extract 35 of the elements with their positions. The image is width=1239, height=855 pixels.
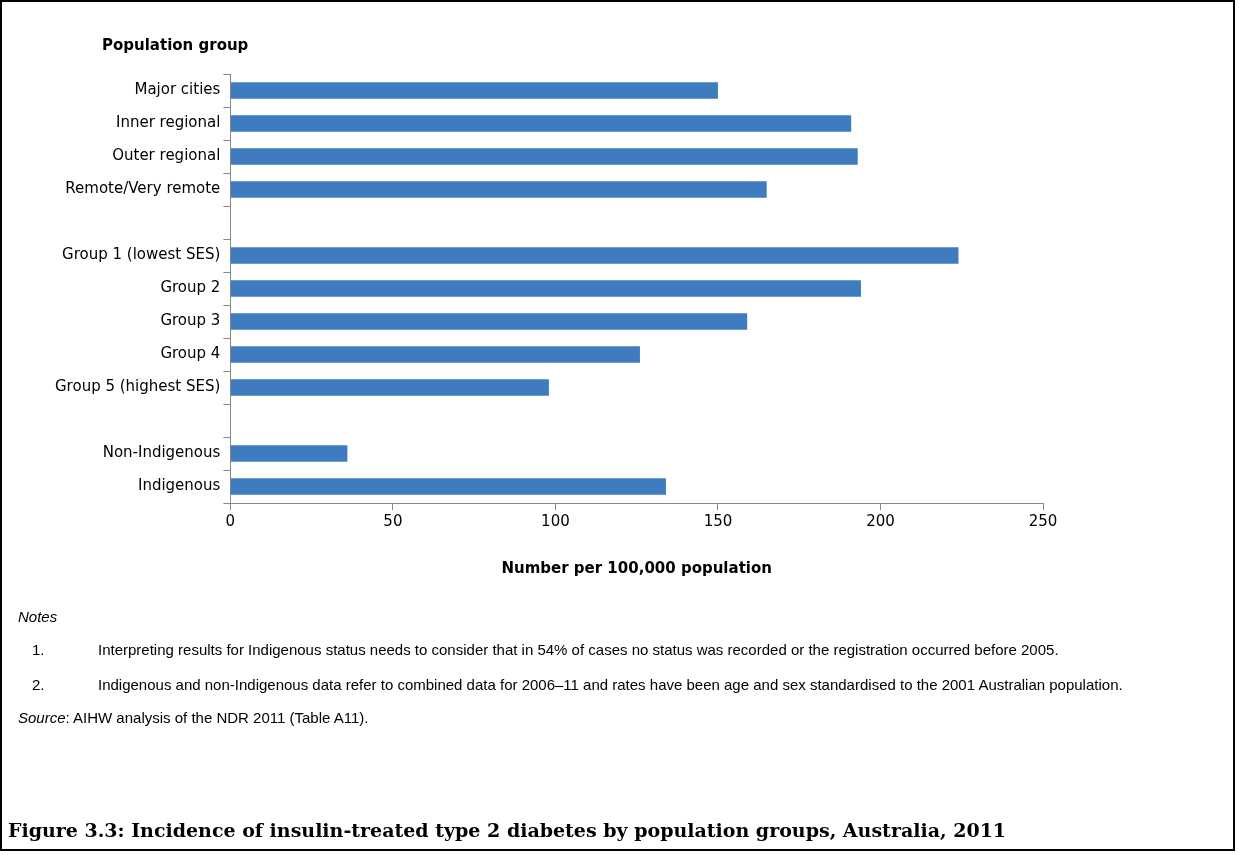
y-tick-label: Group 1 (lowest SES) [62, 245, 221, 264]
bar [230, 181, 767, 198]
bar [230, 313, 748, 330]
bar [230, 148, 858, 165]
x-axis-title: Number per 100,000 population [501, 558, 772, 577]
bar [230, 82, 718, 99]
x-tick-label: 200 [866, 511, 895, 530]
bar [230, 115, 852, 132]
bar [230, 478, 666, 495]
y-tick-label: Group 5 (highest SES) [54, 377, 221, 396]
y-tick-label: Group 2 [160, 278, 221, 297]
y-axis-title: Population group [102, 36, 249, 54]
bar [230, 280, 861, 297]
y-tick-label: Group 3 [160, 311, 221, 330]
text: Notes [18, 608, 58, 625]
bar [230, 346, 640, 363]
x-tick-label: 250 [1028, 511, 1058, 530]
text: 1. Interpreting results for Indigenous status needs to consider that in 54% of cases no status was recorded or the registration occurred before 2005. [32, 641, 1059, 658]
x-tick-label: 150 [703, 511, 733, 530]
text: 2. Indigenous and non-Indigenous data refer to combined data for 2006–11 and rates have been age and sex standardised to the 2001 Australian population. [32, 676, 1123, 693]
y-tick-label: Inner regional [115, 113, 221, 132]
bar [230, 247, 959, 264]
bar [230, 379, 549, 396]
y-tick-label: Non-Indigenous [102, 443, 221, 462]
y-tick-label: Group 4 [160, 344, 221, 363]
x-tick-label: 100 [541, 511, 570, 530]
x-tick-label: 0 [225, 511, 236, 530]
source-note: Source: AIHW analysis of the NDR 2011 (Table A11). [18, 709, 370, 726]
y-tick-label: Outer regional [112, 146, 221, 165]
y-tick-label: Remote/Very remote [65, 179, 221, 198]
text: Figure 3.3: Incidence of insulin-treated type 2 diabetes by population groups, Australia, 2011 [8, 819, 1007, 841]
x-tick-label: 50 [383, 511, 403, 530]
y-tick-label: Indigenous [137, 476, 221, 495]
y-tick-label: Major cities [134, 80, 221, 99]
bar [230, 445, 348, 462]
